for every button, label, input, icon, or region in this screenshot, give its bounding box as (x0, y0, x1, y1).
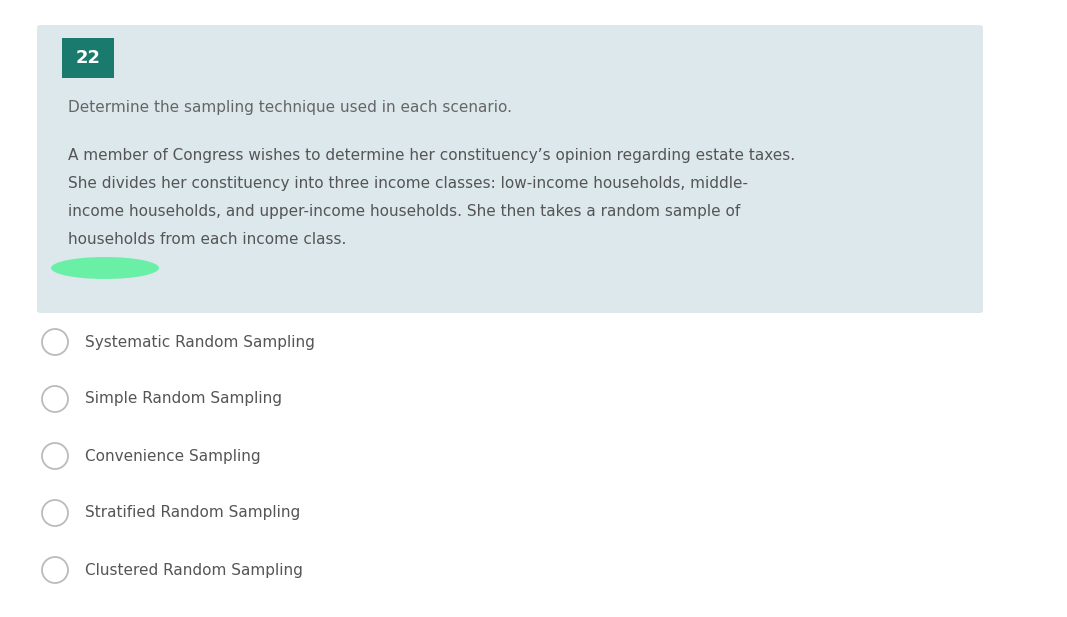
Text: Convenience Sampling: Convenience Sampling (85, 449, 260, 463)
Text: 22: 22 (76, 49, 100, 67)
Text: households from each income class.: households from each income class. (68, 232, 347, 247)
Ellipse shape (51, 257, 159, 279)
FancyBboxPatch shape (37, 25, 983, 313)
Text: She divides her constituency into three income classes: low-income households, m: She divides her constituency into three … (68, 176, 748, 191)
Text: A member of Congress wishes to determine her constituency’s opinion regarding es: A member of Congress wishes to determine… (68, 148, 795, 163)
Text: Systematic Random Sampling: Systematic Random Sampling (85, 334, 315, 349)
Text: Simple Random Sampling: Simple Random Sampling (85, 392, 282, 407)
Text: income households, and upper-income households. She then takes a random sample o: income households, and upper-income hous… (68, 204, 740, 219)
FancyBboxPatch shape (62, 38, 114, 78)
Text: Stratified Random Sampling: Stratified Random Sampling (85, 505, 300, 521)
Text: Clustered Random Sampling: Clustered Random Sampling (85, 563, 303, 578)
Text: Determine the sampling technique used in each scenario.: Determine the sampling technique used in… (68, 100, 512, 115)
